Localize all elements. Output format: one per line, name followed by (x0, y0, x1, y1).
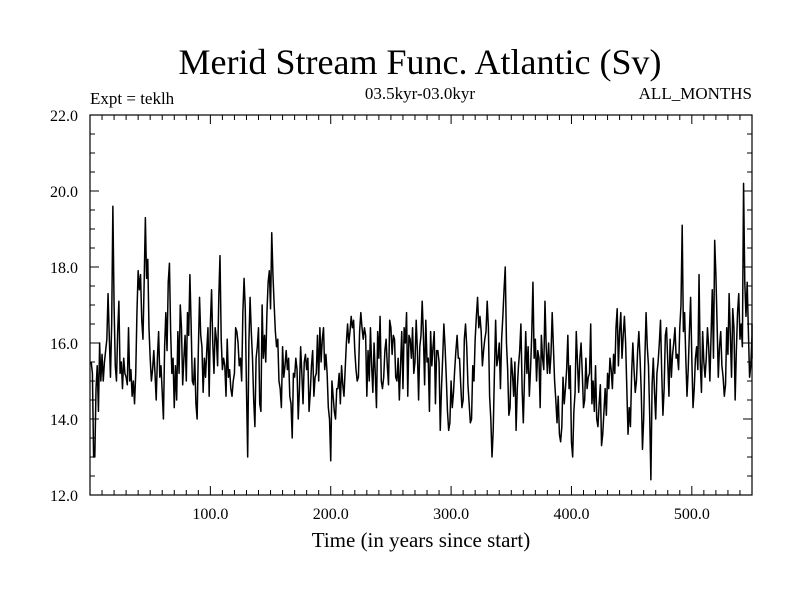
y-tick-label: 12.0 (50, 488, 78, 505)
x-tick-label: 400.0 (553, 506, 589, 523)
plot-area: 100.0 200.0 300.0 400.0 500.0 12.0 14.0 16.0 18… (50, 108, 753, 523)
months-annotation: ALL_MONTHS (639, 84, 752, 103)
x-tick-label: 500.0 (674, 506, 710, 523)
y-tick-label: 16.0 (50, 336, 78, 353)
y-tick-label: 18.0 (50, 260, 78, 277)
x-axis: 100.0 200.0 300.0 400.0 500.0 (101, 115, 741, 523)
x-tick-label: 200.0 (313, 506, 349, 523)
chart-subtitle: 03.5kyr-03.0kyr (365, 84, 475, 103)
y-axis: 12.0 14.0 16.0 18.0 20.0 22.0 (50, 108, 752, 505)
x-tick-label: 300.0 (433, 506, 469, 523)
y-tick-label: 20.0 (50, 184, 78, 201)
y-tick-label: 14.0 (50, 412, 78, 429)
expt-annotation: Expt = teklh (90, 89, 175, 108)
y-tick-label: 22.0 (50, 108, 78, 125)
x-tick-label: 100.0 (192, 506, 228, 523)
x-axis-label: Time (in years since start) (312, 528, 531, 552)
series-line (90, 182, 753, 481)
chart-title: Merid Stream Func. Atlantic (Sv) (179, 42, 662, 82)
